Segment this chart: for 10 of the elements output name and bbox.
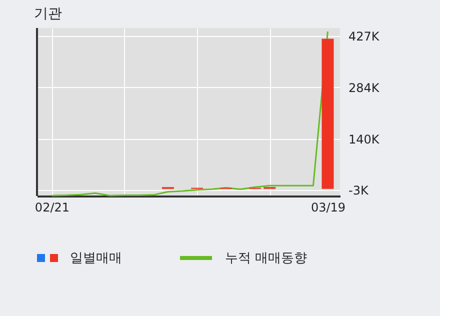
legend-label: 일별매매 bbox=[70, 251, 122, 266]
x-tick-label: 03/19 bbox=[310, 200, 346, 214]
bar bbox=[322, 38, 334, 189]
y-tick-label: -3K bbox=[348, 183, 370, 198]
y-tick-label: 284K bbox=[348, 80, 380, 95]
x-tick-label: 02/21 bbox=[34, 200, 70, 214]
legend-label: 누적 매매동향 bbox=[225, 251, 308, 266]
y-tick-label: 140K bbox=[348, 132, 380, 146]
y-tick-label: 427K bbox=[348, 30, 380, 44]
chart-title: 기관 bbox=[34, 6, 62, 22]
